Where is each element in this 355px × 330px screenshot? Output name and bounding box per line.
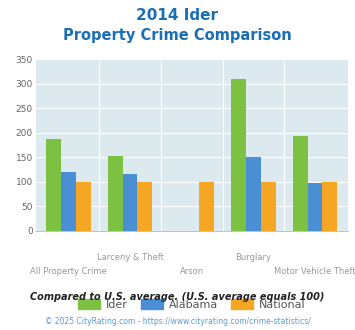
Bar (322, 182, 337, 231)
Bar (261, 182, 275, 231)
Text: © 2025 CityRating.com - https://www.cityrating.com/crime-statistics/: © 2025 CityRating.com - https://www.city… (45, 317, 310, 326)
Bar (246, 157, 261, 231)
Bar (108, 156, 122, 231)
Bar (231, 79, 246, 231)
Text: Larceny & Theft: Larceny & Theft (97, 253, 164, 262)
Legend: Ider, Alabama, National: Ider, Alabama, National (73, 295, 310, 315)
Text: Burglary: Burglary (235, 253, 271, 262)
Bar (308, 183, 322, 231)
Bar (76, 182, 91, 231)
Bar (199, 182, 214, 231)
Bar (122, 174, 137, 231)
Text: All Property Crime: All Property Crime (30, 267, 107, 276)
Text: Compared to U.S. average. (U.S. average equals 100): Compared to U.S. average. (U.S. average … (30, 292, 325, 302)
Text: Motor Vehicle Theft: Motor Vehicle Theft (274, 267, 355, 276)
Bar (46, 139, 61, 231)
Text: Property Crime Comparison: Property Crime Comparison (63, 28, 292, 43)
Bar (293, 136, 308, 231)
Text: 2014 Ider: 2014 Ider (137, 8, 218, 23)
Bar (137, 182, 152, 231)
Text: Arson: Arson (180, 267, 204, 276)
Bar (61, 172, 76, 231)
